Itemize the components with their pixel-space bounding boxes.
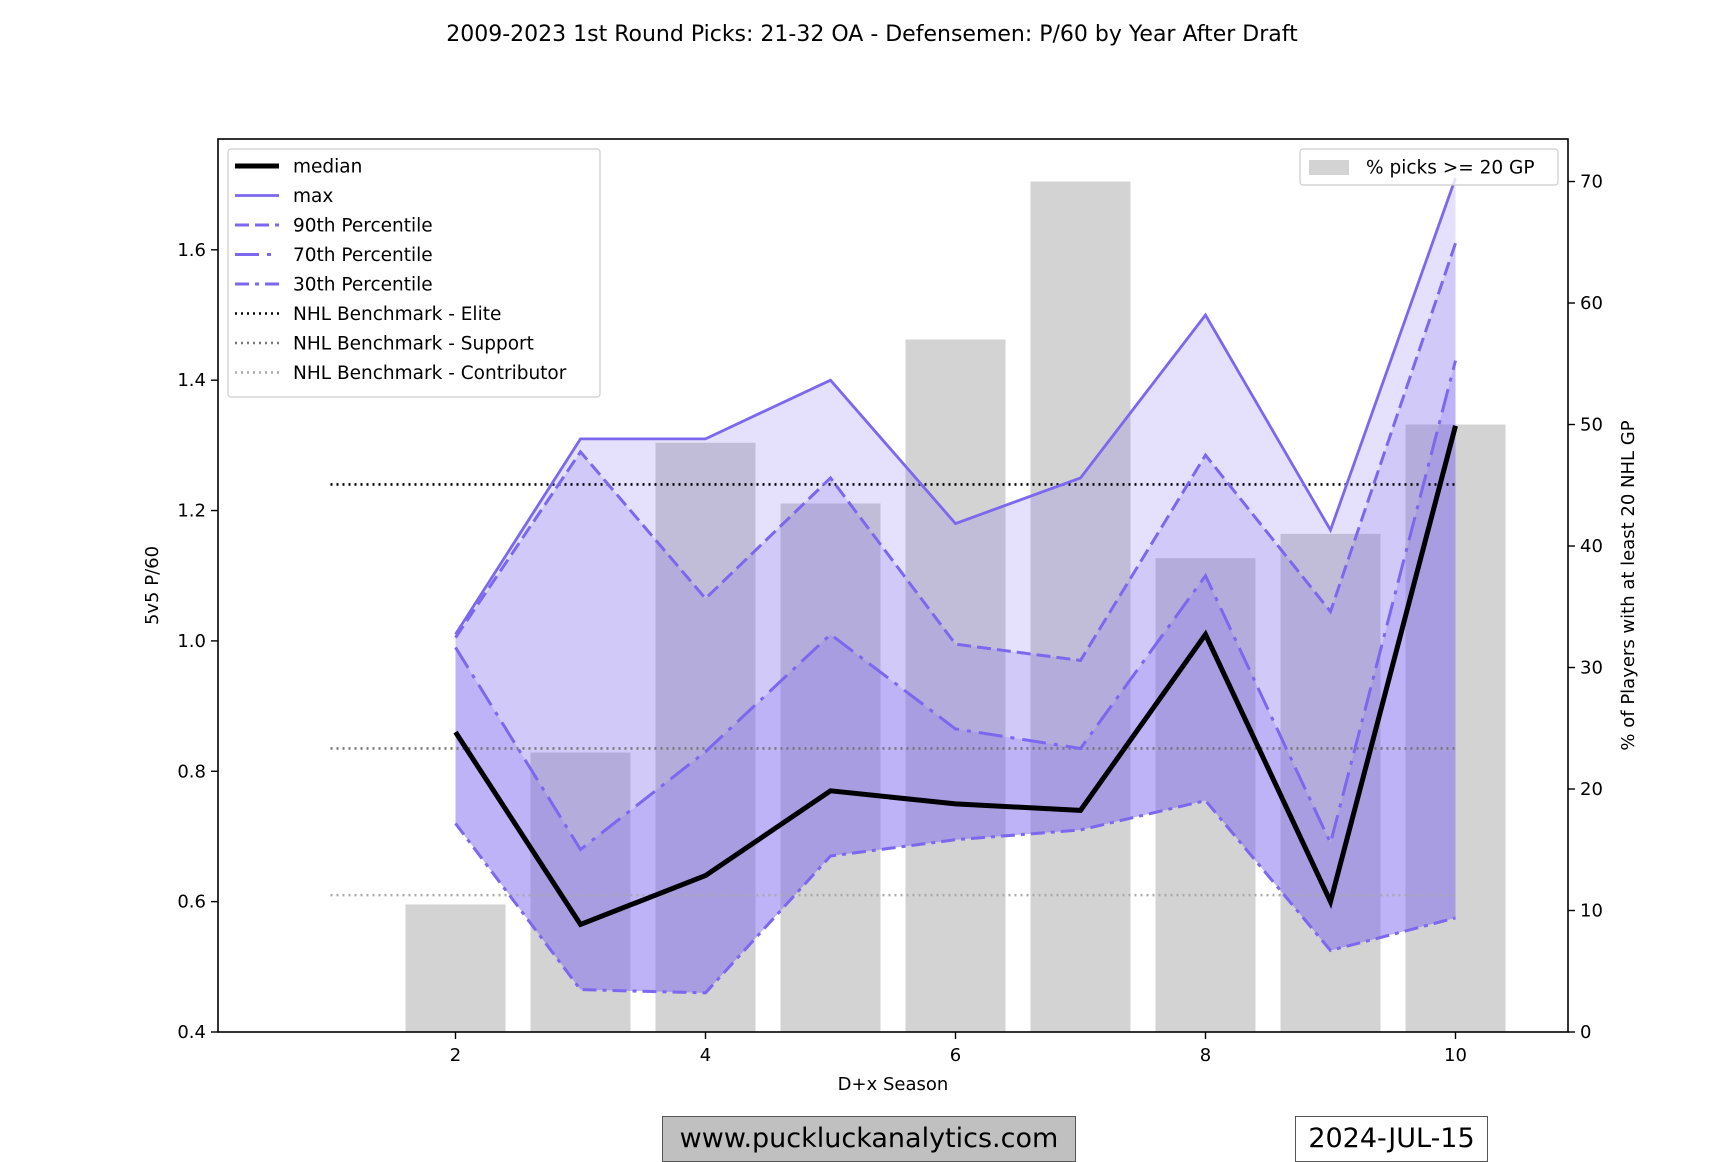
legend-label-90th-percentile: 90th Percentile xyxy=(293,216,433,237)
y-tick-label: 0.8 xyxy=(177,761,206,782)
x-tick-label: 8 xyxy=(1200,1045,1211,1066)
y2-tick-label: 50 xyxy=(1580,415,1603,436)
y-tick-label: 0.4 xyxy=(177,1022,206,1043)
x-tick-label: 4 xyxy=(700,1045,711,1066)
plot-frame xyxy=(217,138,1569,1033)
series-line-max xyxy=(454,177,1457,636)
chart-title: 2009-2023 1st Round Picks: 21-32 OA - De… xyxy=(446,22,1298,47)
y-tick-label: 1.2 xyxy=(177,501,206,522)
x-tick-label: 6 xyxy=(950,1045,961,1066)
legend-label-30th-percentile: 30th Percentile xyxy=(293,275,433,296)
y2-tick-label: 0 xyxy=(1580,1022,1591,1043)
legend-left-box xyxy=(227,148,601,398)
x-axis-label: D+x Season xyxy=(838,1074,949,1095)
y2-tick-label: 40 xyxy=(1580,536,1603,557)
footer-site-label: www.puckluckanalytics.com xyxy=(662,1116,1076,1162)
y-tick-label: 1.0 xyxy=(177,631,206,652)
legend-label-median: median xyxy=(293,157,362,178)
y2-tick-label: 20 xyxy=(1580,779,1603,800)
y-axis-label: 5v5 P/60 xyxy=(142,546,163,625)
y2-tick-label: 30 xyxy=(1580,658,1603,679)
axes-layer: 2 4 6 8 10 0.4 0.6 0.8 1.0 1.2 1.4 1.6 0 10 20 30 40 50 60… xyxy=(177,172,1603,1066)
y2-tick-label: 60 xyxy=(1580,293,1603,314)
legend-right: % picks >= 20 GP xyxy=(1299,148,1559,186)
legend-swatch-bars xyxy=(1309,160,1349,175)
y-tick-label: 0.6 xyxy=(177,892,206,913)
legend-label-nhl-benchmark-elite: NHL Benchmark - Elite xyxy=(293,304,501,325)
band-max-90 xyxy=(455,178,1456,661)
y-tick-label: 1.6 xyxy=(177,240,206,261)
x-tick-label: 10 xyxy=(1444,1045,1467,1066)
series-lines-layer xyxy=(453,177,1458,995)
y2-tick-label: 10 xyxy=(1580,901,1603,922)
series-line-median xyxy=(453,425,1458,928)
band-70-30 xyxy=(455,360,1456,993)
y-tick-label: 1.4 xyxy=(177,370,206,391)
band-90-70 xyxy=(455,243,1456,850)
series-line-70th-percentile xyxy=(454,360,1457,852)
benchmark-lines-layer xyxy=(330,483,1456,897)
legend-label-nhl-benchmark-contributor: NHL Benchmark - Contributor xyxy=(293,363,567,384)
legend-left: median max 90th Percentile 70th Percentile 3… xyxy=(227,148,601,398)
legend-right-box xyxy=(1299,148,1559,186)
legend-label-max: max xyxy=(293,186,333,207)
y2-tick-label: 70 xyxy=(1580,172,1603,193)
x-tick-label: 2 xyxy=(450,1045,461,1066)
legend-label-nhl-benchmark-support: NHL Benchmark - Support xyxy=(293,334,534,355)
series-line-90th-percentile xyxy=(454,242,1457,663)
bar-6 xyxy=(905,339,1006,1033)
bar-2 xyxy=(405,904,506,1032)
footer-date-label: 2024-JUL-15 xyxy=(1295,1116,1488,1162)
series-line-30th-percentile xyxy=(454,798,1456,995)
y2-axis-label: % of Players with at least 20 NHL GP xyxy=(1618,420,1639,750)
legend-label-70th-percentile: 70th Percentile xyxy=(293,245,433,266)
band-fills-layer xyxy=(455,178,1456,993)
legend-label-bars: % picks >= 20 GP xyxy=(1366,158,1535,179)
